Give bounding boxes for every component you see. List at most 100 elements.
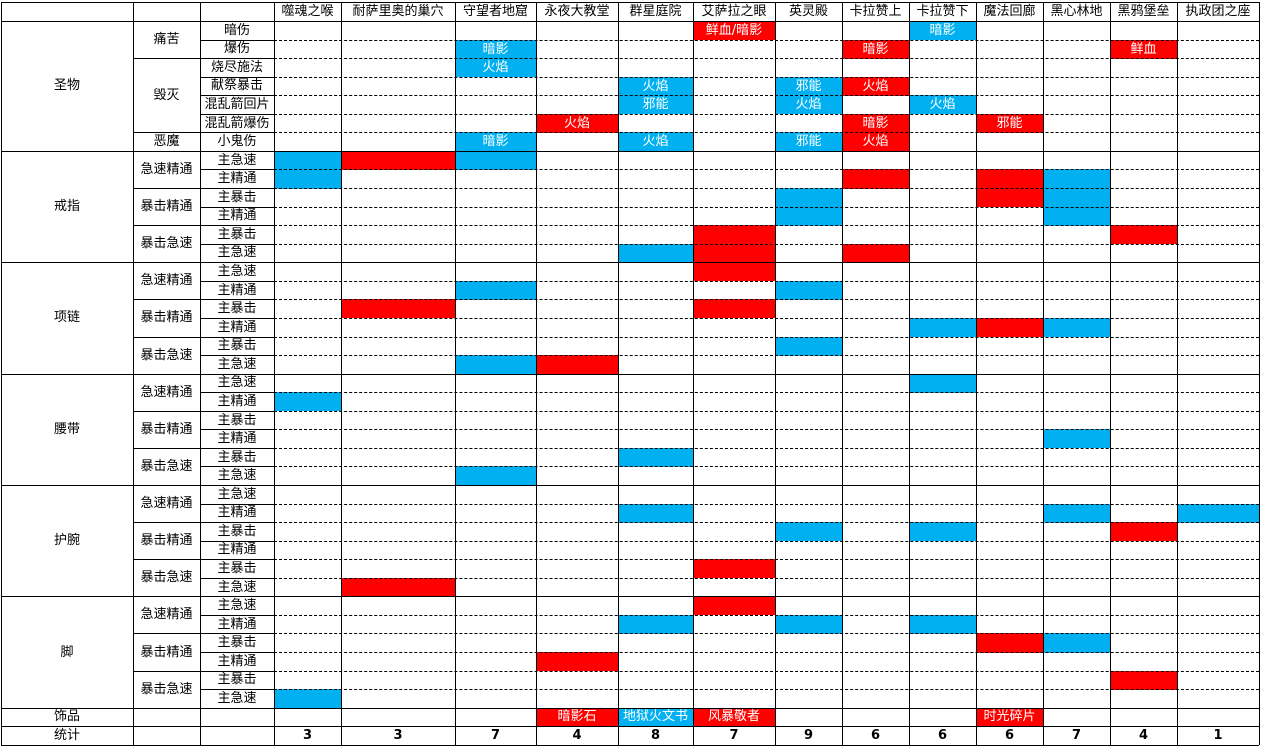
grid-line-vertical bbox=[842, 2, 843, 745]
grid-line-horizontal bbox=[133, 447, 274, 449]
grid-line-horizontal bbox=[1, 596, 1259, 598]
loot-cell-blue bbox=[909, 522, 976, 542]
stat-label: 主精通 bbox=[217, 319, 257, 335]
grid-line-horizontal bbox=[1, 707, 1259, 709]
loot-cell-red: 鲜血 bbox=[1110, 39, 1177, 59]
grid-line-horizontal bbox=[274, 58, 1259, 60]
stat-label: 主急速 bbox=[217, 152, 257, 168]
loot-cell-blue bbox=[1043, 169, 1110, 189]
totals-label: 统计 bbox=[53, 728, 80, 744]
total-value: 6 bbox=[1004, 728, 1015, 744]
group-label: 急速精通 bbox=[140, 496, 193, 512]
grid-line-vertical bbox=[976, 2, 977, 745]
group-label: 毁灭 bbox=[153, 87, 180, 103]
loot-cell-red bbox=[1110, 225, 1177, 245]
stat-label: 主急速 bbox=[217, 375, 257, 391]
stat-label: 主精通 bbox=[217, 208, 257, 224]
slot-label: 项链 bbox=[53, 310, 80, 326]
stat-label: 主急速 bbox=[217, 486, 257, 502]
total-value: 6 bbox=[937, 728, 948, 744]
group-label: 痛苦 bbox=[153, 32, 180, 48]
stat-label: 主急速 bbox=[217, 264, 257, 280]
loot-cell-red bbox=[1110, 670, 1177, 690]
loot-cell-blue bbox=[274, 169, 341, 189]
dungeon-header: 执政团之座 bbox=[1185, 4, 1251, 19]
loot-cell-red bbox=[693, 596, 775, 616]
loot-cell-red: 火焰 bbox=[842, 76, 909, 96]
slot-label: 圣物 bbox=[53, 78, 80, 94]
group-label: 恶魔 bbox=[153, 134, 180, 150]
loot-cell-red bbox=[536, 355, 618, 375]
stat-label: 主暴击 bbox=[217, 301, 257, 317]
grid-line-vertical bbox=[1259, 2, 1260, 745]
stat-label: 主暴击 bbox=[217, 338, 257, 354]
dungeon-header: 守望者地窟 bbox=[462, 4, 528, 19]
stat-label: 主精通 bbox=[217, 542, 257, 558]
grid-line-horizontal bbox=[274, 280, 1259, 282]
grid-line-horizontal bbox=[1, 262, 1259, 264]
accessory-label: 饰品 bbox=[53, 709, 80, 725]
grid-line-horizontal bbox=[133, 522, 274, 524]
loot-cell-blue bbox=[775, 188, 842, 208]
dungeon-header: 耐萨里奥的巢穴 bbox=[352, 4, 444, 19]
group-label: 暴击急速 bbox=[140, 570, 193, 586]
loot-cell-red: 暗影 bbox=[842, 39, 909, 59]
loot-cell-blue bbox=[274, 392, 341, 412]
loot-cell-red: 暗影 bbox=[842, 113, 909, 133]
dungeon-header: 卡拉赞下 bbox=[916, 4, 969, 19]
grid-line-horizontal bbox=[274, 243, 1259, 245]
slot-label: 护腕 bbox=[53, 533, 80, 549]
total-value: 4 bbox=[1138, 728, 1149, 744]
loot-cell-red bbox=[341, 150, 455, 170]
grid-line-horizontal bbox=[1, 373, 1259, 375]
stat-label: 主暴击 bbox=[217, 189, 257, 205]
loot-cell-blue bbox=[1043, 206, 1110, 226]
grid-line-horizontal bbox=[274, 95, 1259, 97]
grid-line-vertical bbox=[455, 2, 456, 745]
grid-line-horizontal bbox=[200, 540, 274, 542]
stat-label: 主急速 bbox=[217, 579, 257, 595]
loot-cell-blue bbox=[455, 466, 536, 486]
total-value: 7 bbox=[490, 728, 501, 744]
loot-cell-red: 邪能 bbox=[976, 113, 1043, 133]
loot-cell-red bbox=[842, 169, 909, 189]
loot-cell-red bbox=[693, 243, 775, 263]
dungeon-header: 艾萨拉之眼 bbox=[701, 4, 767, 19]
loot-cell-red bbox=[976, 633, 1043, 653]
stat-label: 混乱箭回片 bbox=[204, 97, 270, 112]
grid-line-horizontal bbox=[200, 503, 274, 505]
grid-line-vertical bbox=[536, 2, 537, 745]
group-label: 急速精通 bbox=[140, 384, 193, 400]
stat-label: 主急速 bbox=[217, 598, 257, 614]
stat-label: 主急速 bbox=[217, 356, 257, 372]
loot-cell-blue bbox=[775, 336, 842, 356]
grid-line-vertical bbox=[1, 2, 2, 745]
dungeon-header: 噬魂之喉 bbox=[281, 4, 334, 19]
grid-line-horizontal bbox=[274, 670, 1259, 672]
stat-label: 暗伤 bbox=[223, 22, 250, 38]
slot-label: 戒指 bbox=[53, 199, 80, 215]
group-label: 暴击精通 bbox=[140, 421, 193, 437]
grid-line-vertical bbox=[1043, 2, 1044, 745]
loot-cell-blue: 邪能 bbox=[618, 95, 693, 115]
grid-line-vertical bbox=[200, 2, 201, 745]
loot-cell-red bbox=[842, 243, 909, 263]
grid-line-horizontal bbox=[274, 503, 1259, 505]
stat-label: 烧尽施法 bbox=[210, 59, 263, 75]
grid-line-horizontal bbox=[133, 670, 274, 672]
loot-cell-blue bbox=[1043, 317, 1110, 337]
group-label: 暴击精通 bbox=[140, 310, 193, 326]
loot-cell-blue bbox=[455, 355, 536, 375]
grid-line-horizontal bbox=[1, 485, 1259, 486]
dungeon-header: 永夜大教堂 bbox=[544, 4, 610, 19]
loot-cell-red bbox=[693, 559, 775, 579]
grid-line-horizontal bbox=[133, 336, 274, 338]
loot-cell-blue: 火焰 bbox=[775, 95, 842, 115]
loot-cell-red bbox=[976, 169, 1043, 189]
dungeon-header: 卡拉赞上 bbox=[849, 4, 902, 19]
grid-line-horizontal bbox=[274, 299, 1259, 301]
loot-cell-blue bbox=[909, 614, 976, 634]
grid-line-horizontal bbox=[200, 113, 274, 115]
stat-label: 主暴击 bbox=[217, 672, 257, 688]
grid-line-horizontal bbox=[200, 355, 274, 357]
